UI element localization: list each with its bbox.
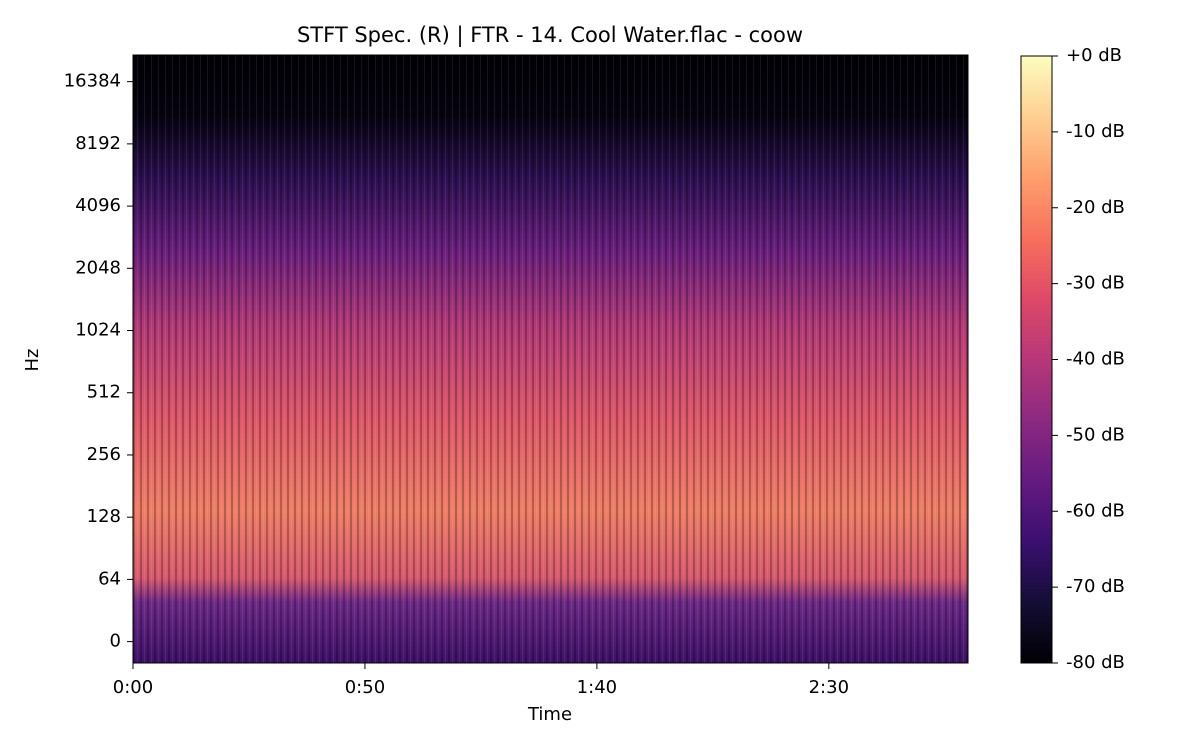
x-tick-label: 0:00 [113,677,153,698]
colorbar-tick-label: -60 dB [1066,500,1125,521]
x-tick-label: 1:40 [577,677,617,698]
y-tick-label: 8192 [75,133,121,154]
y-tick-label: 4096 [75,195,121,216]
plot-frame [132,54,969,664]
y-tick-label: 16384 [64,71,121,92]
colorbar-tick-label: -50 dB [1066,424,1125,445]
colorbar-tick-label: -20 dB [1066,197,1125,218]
y-tick-label: 256 [87,444,121,465]
x-axis-label: Time [527,704,572,725]
colorbar-tick-label: -70 dB [1066,576,1125,597]
spectrogram-texture [133,55,968,663]
y-tick-label: 64 [98,568,121,589]
y-tick-label: 1024 [75,320,121,341]
y-tick-label: 2048 [75,257,121,278]
colorbar [1020,55,1053,664]
colorbar-tick-label: +0 dB [1066,45,1122,66]
colorbar-tick-label: -30 dB [1066,273,1125,294]
colorbar-tick-label: -10 dB [1066,121,1125,142]
colorbar-tick-label: -80 dB [1066,652,1125,673]
y-axis-label: Hz [22,349,43,372]
y-tick-label: 128 [87,506,121,527]
x-tick-label: 2:30 [809,677,849,698]
x-tick-label: 0:50 [345,677,385,698]
colorbar-tick-label: -40 dB [1066,349,1125,370]
chart-title: STFT Spec. (R) | FTR - 14. Cool Water.fl… [297,23,803,48]
y-tick-label: 512 [87,382,121,403]
y-tick-label: 0 [110,631,121,652]
